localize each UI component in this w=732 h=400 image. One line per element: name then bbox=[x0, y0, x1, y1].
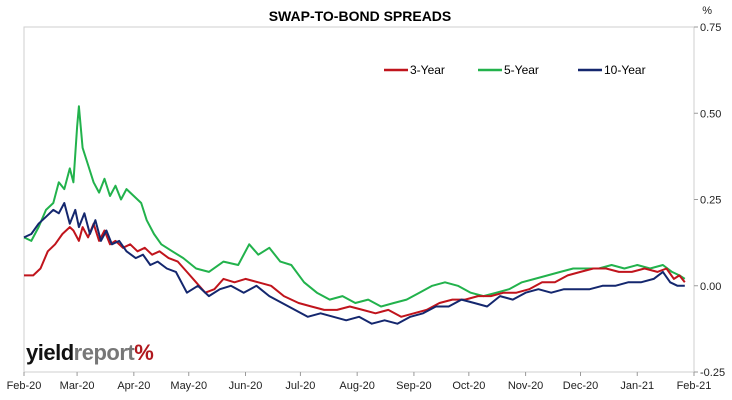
x-tick-label: Mar-20 bbox=[60, 380, 95, 392]
logo-word-report: report bbox=[73, 340, 135, 365]
x-tick-label: Feb-20 bbox=[7, 380, 42, 392]
yieldreport-logo: yieldreport% bbox=[26, 340, 154, 366]
y-axis-unit-label: % bbox=[702, 5, 712, 17]
y-tick-label: 0.75 bbox=[700, 22, 721, 34]
legend-label: 5-Year bbox=[504, 63, 539, 77]
logo-word-yield: yield bbox=[26, 340, 74, 365]
x-tick-label: Feb-21 bbox=[677, 380, 712, 392]
series-layer bbox=[23, 105, 686, 325]
y-tick-label: 0.00 bbox=[700, 281, 721, 293]
x-tick-label: Apr-20 bbox=[117, 380, 150, 392]
legend: 3-Year 5-Year 10-Year bbox=[384, 63, 646, 77]
x-tick-label: Sep-20 bbox=[396, 380, 431, 392]
x-tick-label: Nov-20 bbox=[508, 380, 543, 392]
legend-label: 10-Year bbox=[604, 63, 646, 77]
y-tick-label: 0.25 bbox=[700, 195, 721, 207]
x-tick-label: Jun-20 bbox=[229, 380, 263, 392]
x-axis: Feb-20 Mar-20 Apr-20 May-20 Jun-20 Jul-20 Aug-… bbox=[7, 372, 712, 392]
chart-title: SWAP-TO-BOND SPREADS bbox=[269, 8, 452, 24]
legend-label: 3-Year bbox=[410, 63, 445, 77]
x-tick-label: Jan-21 bbox=[620, 380, 654, 392]
logo-percent-symbol: % bbox=[134, 340, 154, 365]
x-tick-label: Aug-20 bbox=[339, 380, 374, 392]
y-axis: 0.75 0.50 0.25 0.00 -0.25 bbox=[694, 22, 725, 379]
x-tick-label: Jul-20 bbox=[285, 380, 315, 392]
x-tick-label: Dec-20 bbox=[563, 380, 598, 392]
series-line-10-year bbox=[23, 202, 685, 325]
x-tick-label: Oct-20 bbox=[452, 380, 485, 392]
y-tick-label: 0.50 bbox=[700, 108, 721, 120]
series-line-5-year bbox=[23, 105, 686, 308]
x-tick-label: May-20 bbox=[170, 380, 207, 392]
y-tick-label: -0.25 bbox=[700, 367, 725, 379]
